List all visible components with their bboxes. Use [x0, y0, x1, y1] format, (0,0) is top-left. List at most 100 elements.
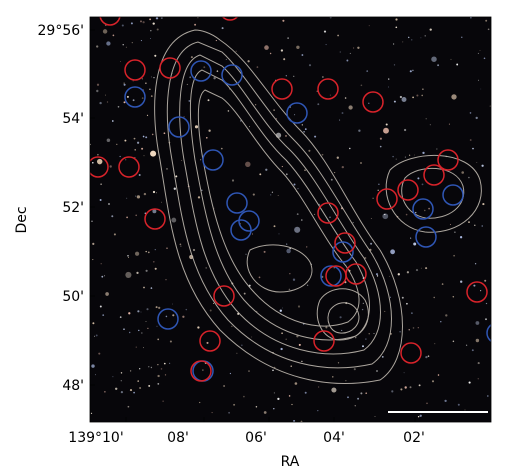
galaxy-dot — [437, 64, 440, 67]
galaxy-dot — [101, 275, 104, 278]
galaxy-dot — [127, 254, 129, 257]
galaxy-dot — [362, 302, 364, 304]
galaxy-dot — [404, 386, 407, 389]
galaxy-dot — [168, 362, 171, 365]
galaxy-dot — [353, 368, 356, 371]
galaxy-dot — [98, 352, 101, 355]
galaxy-dot — [105, 292, 109, 296]
galaxy-dot — [424, 35, 426, 37]
galaxy-field — [90, 17, 491, 422]
galaxy-dot — [395, 26, 398, 29]
galaxy-dot — [173, 187, 176, 190]
galaxy-dot — [202, 369, 204, 371]
galaxy-dot — [339, 316, 342, 319]
galaxy-dot — [128, 331, 131, 334]
galaxy-dot — [281, 166, 283, 168]
galaxy-dot — [481, 164, 484, 167]
galaxy-dot — [273, 392, 275, 394]
red-source-marker — [124, 59, 146, 81]
red-source-marker — [271, 78, 293, 100]
galaxy-dot — [160, 368, 163, 370]
galaxy-dot — [126, 95, 129, 98]
galaxy-dot — [294, 226, 301, 233]
galaxy-dot — [285, 134, 287, 137]
galaxy-dot — [143, 155, 145, 157]
galaxy-dot — [422, 88, 424, 90]
galaxy-dot — [243, 292, 246, 295]
galaxy-dot — [183, 116, 185, 118]
blue-source-marker — [412, 198, 434, 220]
galaxy-dot — [128, 257, 129, 258]
galaxy-dot — [401, 97, 407, 102]
galaxy-dot — [480, 88, 482, 90]
galaxy-dot — [116, 143, 118, 146]
galaxy-dot — [92, 242, 95, 245]
red-source-marker — [99, 17, 121, 26]
galaxy-dot — [135, 195, 137, 197]
galaxy-dot — [413, 242, 417, 246]
galaxy-dot — [133, 391, 135, 394]
galaxy-dot — [126, 216, 128, 219]
red-source-marker — [466, 281, 488, 303]
galaxy-dot — [197, 196, 201, 199]
galaxy-dot — [147, 327, 149, 330]
galaxy-dot — [421, 94, 424, 97]
contour-3 — [179, 54, 381, 355]
galaxy-dot — [148, 384, 151, 387]
galaxy-dot — [323, 30, 327, 33]
galaxy-dot — [112, 34, 115, 37]
red-source-marker — [334, 232, 356, 254]
galaxy-dot — [417, 416, 420, 418]
galaxy-dot — [384, 310, 386, 312]
galaxy-dot — [481, 225, 483, 227]
galaxy-dot — [374, 416, 376, 417]
galaxy-dot — [140, 20, 142, 23]
galaxy-dot — [153, 77, 155, 79]
galaxy-dot — [247, 60, 250, 63]
galaxy-dot — [434, 343, 436, 345]
galaxy-dot — [301, 360, 303, 363]
galaxy-dot — [337, 34, 339, 37]
red-source-marker — [325, 265, 347, 287]
galaxy-dot — [414, 154, 415, 156]
galaxy-dot — [143, 192, 147, 196]
galaxy-dot — [301, 219, 303, 221]
galaxy-dot — [468, 221, 470, 223]
galaxy-dot — [392, 155, 394, 158]
galaxy-dot — [131, 42, 133, 44]
galaxy-dot — [341, 165, 344, 169]
galaxy-dot — [449, 224, 451, 225]
galaxy-dot — [411, 312, 413, 314]
galaxy-dot — [206, 341, 209, 344]
galaxy-dot — [152, 190, 156, 194]
galaxy-dot — [97, 153, 99, 156]
galaxy-dot — [452, 340, 455, 343]
galaxy-dot — [94, 374, 96, 376]
galaxy-dot — [379, 145, 382, 148]
galaxy-dot — [181, 159, 183, 162]
galaxy-dot — [469, 112, 472, 114]
galaxy-dot — [410, 237, 412, 239]
galaxy-dot — [123, 83, 126, 86]
galaxy-dot — [450, 58, 452, 61]
galaxy-dot — [480, 290, 482, 292]
galaxy-dot — [329, 216, 331, 219]
x-axis: 139°10' 08' 06' 04' 02' RA — [68, 417, 425, 470]
galaxy-dot — [117, 105, 120, 108]
galaxy-dot — [165, 279, 167, 281]
galaxy-dot — [158, 306, 161, 310]
galaxy-dot — [460, 280, 463, 283]
contour-8 — [246, 244, 313, 293]
galaxy-dot — [172, 314, 175, 317]
galaxy-dot — [99, 101, 102, 105]
red-source-marker — [317, 78, 339, 100]
galaxy-dot — [136, 195, 141, 199]
galaxy-dot — [357, 397, 360, 400]
galaxy-dot — [235, 50, 237, 52]
galaxy-dot — [285, 75, 287, 77]
galaxy-dot — [229, 372, 232, 375]
galaxy-dot — [485, 302, 488, 305]
galaxy-dot — [205, 267, 207, 269]
galaxy-dot — [91, 220, 93, 222]
